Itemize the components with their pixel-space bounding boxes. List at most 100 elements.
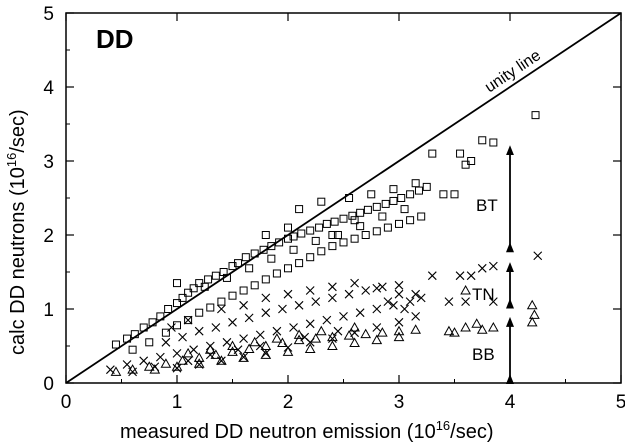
data-point-tn [189,345,199,355]
data-point-bt [345,194,354,202]
y-axis-label-main: calc DD neutrons (10 [7,167,29,355]
data-point-bt [456,149,465,158]
y-tick-label: 3 [43,152,54,173]
data-point-bt [184,316,193,325]
data-point-bt [450,190,459,199]
data-point-tn [411,312,421,321]
x-tick-label: 4 [505,392,516,413]
data-point-tn [466,271,476,281]
unity-line [65,12,622,384]
data-point-bt [123,334,132,343]
data-point-bt [356,222,365,231]
x-axis-label: measured DD neutron emission (1016/sec) [120,418,494,443]
data-point-bb [304,343,316,353]
data-point-bt [189,284,198,293]
x-tick-label: 1 [172,392,183,413]
data-point-bt [348,211,357,220]
data-point-tn [194,326,204,336]
data-point-bt [389,196,398,205]
data-point-bt [397,194,406,202]
data-point-bt [339,238,348,247]
chart-title: DD [96,24,134,54]
data-point-bb [526,316,538,327]
data-point-tn [477,263,487,273]
data-point-bb [487,321,499,332]
data-point-bb [349,321,360,332]
data-point-bb [393,331,405,342]
data-point-tn [389,300,398,310]
data-point-bb [227,346,238,356]
data-point-bt [381,199,390,208]
data-point-tn [533,251,543,261]
data-point-bt [161,328,170,337]
data-point-bt [239,286,248,295]
data-point-bb [271,333,283,343]
data-point-tn [461,297,470,306]
data-point-bt [372,202,381,211]
data-point-bt [428,149,437,158]
data-point-tn [128,367,137,377]
data-point-bb [471,318,483,328]
region-label-tn: TN [472,285,495,304]
data-point-tn [283,289,293,299]
data-point-bb [216,355,227,365]
data-point-bb [149,364,161,374]
data-point-tn [172,363,182,373]
data-point-bt [173,279,181,288]
data-point-bt [328,242,337,251]
x-tick-label: 5 [616,392,625,413]
data-point-bb [343,330,355,340]
data-point-bt [261,231,270,239]
data-point-bb [529,309,540,319]
data-point-tn [372,323,382,332]
data-point-bt [317,197,326,206]
data-point-bt [156,312,165,321]
data-point-tn [405,297,415,306]
data-point-tn [372,283,382,293]
data-point-bb [171,361,183,371]
data-point-tn [488,261,498,271]
data-point-bb [160,358,172,368]
data-point-tn [294,300,304,310]
data-point-bt [311,236,320,245]
data-point-tn [328,282,337,292]
data-point-tn [178,332,187,342]
data-point-tn [400,304,409,314]
x-axis-label-tail: /sec) [450,421,493,443]
data-point-bb [210,349,222,359]
data-point-bb [410,324,422,334]
data-point-bt [378,212,387,221]
y-tick-label: 1 [43,300,54,321]
data-point-bt [139,323,148,332]
data-point-bt [250,249,259,258]
data-point-bt [130,330,139,339]
data-point-bt [367,190,376,199]
data-point-bt [178,293,187,302]
data-point-bb [182,347,194,358]
data-point-tn [416,293,426,303]
y-tick-label: 5 [43,4,54,25]
data-point-tn [361,286,371,295]
data-point-bt [406,190,415,199]
data-point-bt [241,253,250,262]
data-point-bt [350,216,359,225]
data-point-bt [422,182,431,191]
data-point-bb [193,352,205,362]
data-point-bb [526,299,538,310]
data-point-bb [227,340,238,350]
data-point-bt [128,345,137,354]
data-point-tn [377,282,387,292]
data-point-bb [310,333,322,343]
data-point-bb [193,358,205,368]
unity-line-group [65,12,622,384]
data-point-bt [406,216,415,225]
data-point-bt [363,205,372,214]
data-point-bt [395,219,403,228]
data-point-bt [531,111,540,120]
data-point-bt [350,234,359,243]
data-point-bt [414,186,423,195]
data-point-tn [411,289,421,299]
data-point-bb [177,355,188,365]
data-point-bt [489,138,498,147]
data-point-bt [439,190,448,199]
